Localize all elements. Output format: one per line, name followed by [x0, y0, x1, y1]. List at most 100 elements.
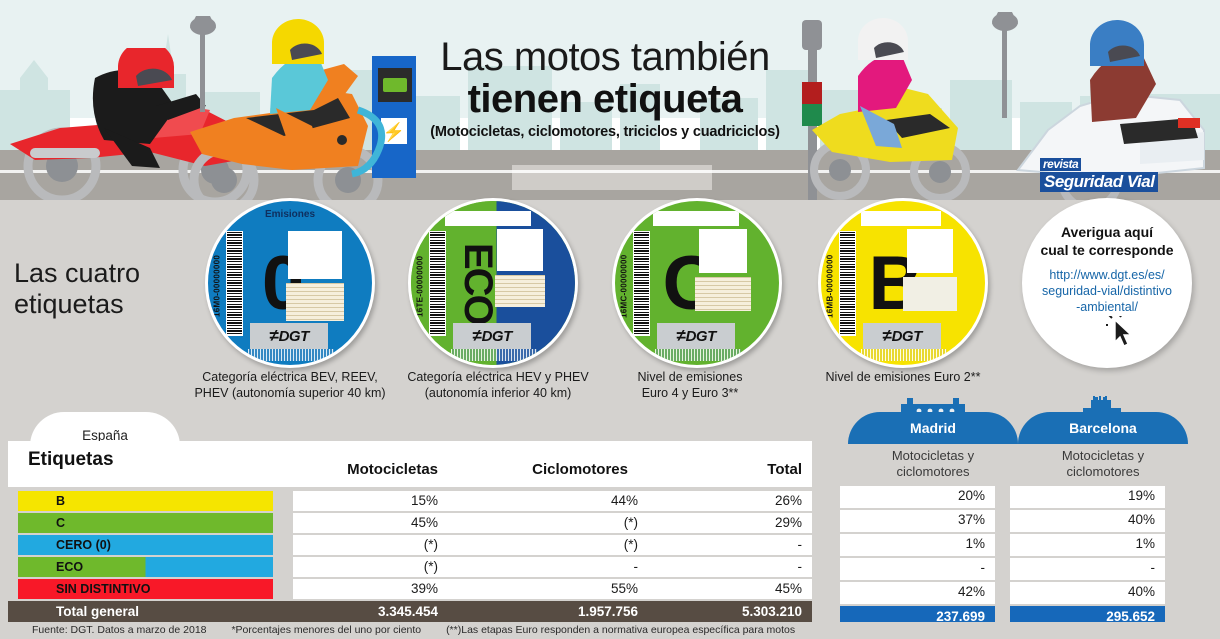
cell-barcelona-eco: - [1010, 558, 1165, 580]
caption-eco-line-1: Categoría eléctrica HEV y PHEV [407, 370, 589, 384]
sticker-c-window-white [699, 229, 747, 273]
cell-total-motocicletas: 3.345.454 [377, 604, 438, 619]
caption-c-line-2: Euro 4 y Euro 3** [641, 385, 739, 400]
city-name-madrid: Madrid [910, 420, 956, 436]
cell-total-total: 5.303.210 [741, 604, 802, 619]
cell-b-motocicletas: 15% [410, 493, 438, 508]
cell-cero-total: - [797, 537, 803, 552]
logo-seguridad-vial-text: Seguridad Vial [1040, 172, 1159, 192]
city-header-barcelona: Barcelona [1018, 396, 1188, 444]
dgt-mark-icon: ≠ [269, 326, 278, 345]
row-label-eco: ECO [56, 560, 84, 574]
cell-eco-motocicletas: (*) [423, 559, 438, 574]
column-header-motocicletas: Motocicletas [347, 461, 438, 478]
cell-barcelona-b: 19% [1010, 486, 1165, 508]
sticker-b-window-top [861, 211, 941, 226]
cell-madrid-eco: - [840, 558, 995, 580]
cell-sin-ciclomotores: 55% [610, 581, 638, 596]
table-total-row: Total general 3.345.454 1.957.756 5.303.… [8, 601, 812, 622]
cell-madrid-b: 20% [840, 486, 995, 508]
lookup-title-line-2: cual te corresponde [1040, 241, 1174, 258]
tab-espana-label: España [82, 428, 128, 443]
column-header-total: Total [767, 461, 802, 478]
sticker-b-window-white [907, 229, 953, 273]
cell-cero-motocicletas: (*) [423, 537, 438, 552]
road-patch [512, 165, 712, 190]
sticker-cero-window-cream [286, 283, 344, 321]
caption-cero: Categoría eléctrica BEV, REEV, PHEV (aut… [185, 370, 395, 401]
city-subtitle-barcelona-line-2: ciclomotores [1066, 463, 1140, 479]
sticker-cero[interactable]: Emisiones 16M0-00000000 0 ≠ DGT [205, 198, 375, 368]
lookup-circle[interactable]: Averigua aquí cual te corresponde http:/… [1022, 198, 1192, 368]
label-bar-eco: ECO [18, 557, 273, 577]
sticker-c-window-cream [695, 277, 751, 311]
sticker-c[interactable]: 16MC-00000000 C ≠ DGT [612, 198, 782, 368]
caption-eco: Categoría eléctrica HEV y PHEV (autonomí… [393, 370, 603, 401]
cell-madrid-sin: 42% [840, 582, 995, 604]
cell-barcelona-sin: 40% [1010, 582, 1165, 604]
city-subtitle-madrid-line-1: Motocicletas y [891, 448, 975, 463]
sticker-eco-barcode [429, 231, 446, 336]
illustration-right-scene [802, 12, 1205, 200]
cell-sin-motocicletas: 39% [410, 581, 438, 596]
cell-cero-ciclomotores: (*) [623, 537, 638, 552]
caption-b: Nivel de emisiones Euro 2** [798, 370, 1008, 386]
table-title: Etiquetas [28, 449, 114, 470]
title-subtitle: (Motocicletas, ciclomotores, triciclos y… [430, 124, 780, 140]
header-banner: ⚡ [0, 0, 1220, 200]
footer-source: Fuente: DGT. Datos a marzo de 2018 [32, 624, 207, 636]
title-line-2: tienen etiqueta [467, 77, 743, 121]
city-column-madrid: 20% 37% 1% - 42% 237.699 [840, 486, 995, 628]
sticker-c-barcode-id: 16MC-00000000 [619, 254, 629, 318]
sticker-eco[interactable]: 16TE-00000000 ECO ≠ DGT [408, 198, 578, 368]
sticker-b-barcode [839, 231, 856, 336]
dgt-text: DGT [891, 327, 923, 345]
table-row: B 15% 44% 26% [8, 491, 812, 513]
lookup-url[interactable]: http://www.dgt.es/es/ seguridad-vial/dis… [1042, 267, 1172, 315]
row-label-c: C [56, 516, 66, 530]
sticker-b-hologram [861, 349, 947, 361]
title-line-1: Las motos también [440, 35, 770, 79]
dgt-mark-icon: ≠ [882, 326, 891, 345]
sticker-c-window-top [653, 211, 739, 226]
illustration-red-motorcycle [10, 48, 252, 200]
sticker-eco-barcode-id: 16TE-00000000 [415, 255, 425, 317]
caption-c-line-1: Nivel de emisiones [637, 370, 743, 384]
magazine-logo: revista Seguridad Vial [1040, 155, 1186, 192]
tab-espana[interactable]: España [30, 412, 180, 446]
sticker-b-barcode-id: 16MB-00000000 [825, 254, 835, 318]
caption-b-line-1: Nivel de emisiones Euro 2** [825, 370, 981, 384]
sticker-b[interactable]: 16MB-00000000 B ≠ DGT [818, 198, 988, 368]
sticker-c-hologram [655, 349, 741, 361]
sticker-eco-window-cream [495, 275, 545, 307]
footer-note-1: *Porcentajes menores del uno por ciento [231, 624, 422, 636]
cell-sin-total: 45% [774, 581, 802, 596]
road-line [0, 170, 1220, 173]
sticker-c-dgt-logo: ≠ DGT [657, 323, 735, 349]
caption-cero-line-2: PHEV (autonomía superior 40 km) [194, 385, 386, 400]
lookup-url-line-3: -ambiental/ [1076, 300, 1138, 314]
row-label-b: B [56, 494, 66, 508]
cell-b-ciclomotores: 44% [610, 493, 638, 508]
label-bar-c: C [18, 513, 273, 533]
row-label-cero: CERO (0) [56, 538, 111, 552]
table-row: C 45% (*) 29% [8, 513, 812, 535]
mouse-cursor-icon [1106, 316, 1133, 347]
cell-madrid-c: 37% [840, 510, 995, 532]
footer-notes: Fuente: DGT. Datos a marzo de 2018 *Porc… [0, 622, 1220, 639]
dgt-mark-icon: ≠ [472, 326, 481, 345]
dgt-text: DGT [278, 327, 310, 345]
label-bar-total: Total general [18, 601, 273, 622]
sticker-cero-hologram [248, 349, 334, 361]
table-row: CERO (0) (*) (*) - [8, 535, 812, 557]
cell-eco-ciclomotores: - [633, 559, 639, 574]
cell-c-ciclomotores: (*) [623, 515, 638, 530]
cell-madrid-cero: 1% [840, 534, 995, 556]
sticker-b-window-cream [903, 277, 957, 311]
lookup-url-line-1: http://www.dgt.es/es/ [1049, 268, 1165, 282]
cell-c-total: 29% [774, 515, 802, 530]
footer-note-2: (**)Las etapas Euro responden a normativ… [446, 624, 796, 636]
svg-text:⚡: ⚡ [383, 121, 405, 143]
sticker-eco-window-top [445, 211, 531, 226]
